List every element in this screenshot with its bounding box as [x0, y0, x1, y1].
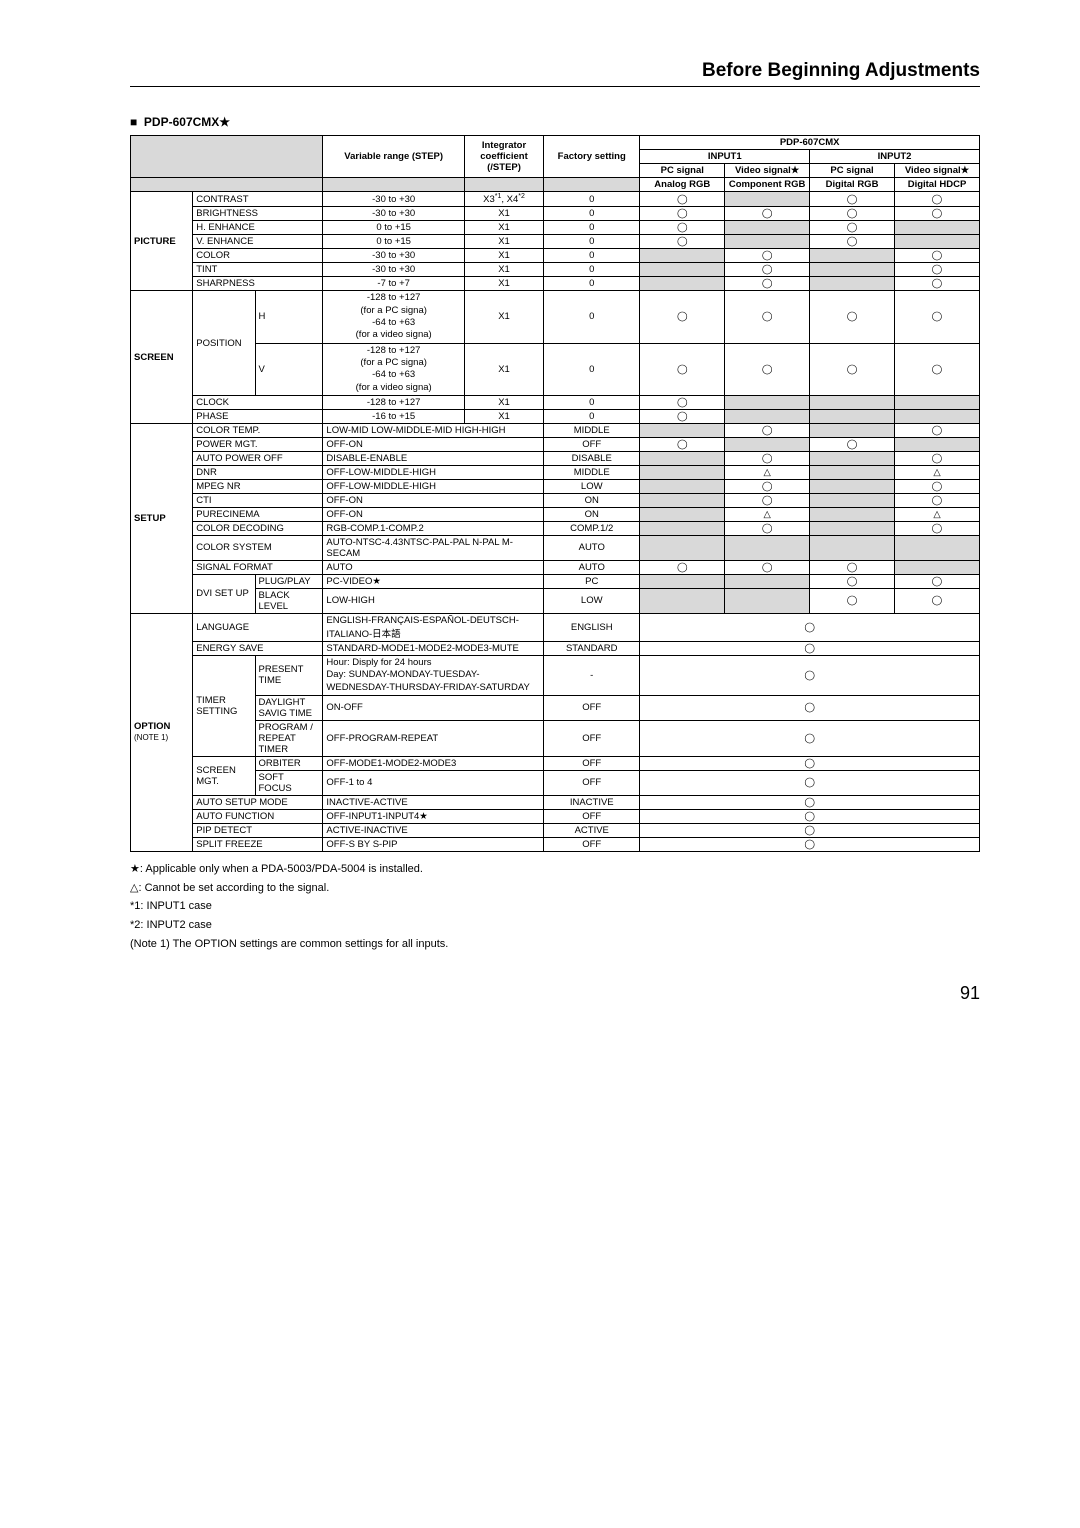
note-line: △: Cannot be set according to the signal…: [130, 879, 980, 898]
table-row: COLOR DECODINGRGB-COMP.1-COMP.2COMP.1/2 …: [131, 521, 980, 535]
table-row: SOFT FOCUSOFF-1 to 4OFF ◯: [131, 770, 980, 795]
table-row: CLOCK-128 to +127X10 ◯: [131, 395, 980, 409]
table-row: PURECINEMAOFF-ONON △△: [131, 507, 980, 521]
model-name: PDP-607CMX★: [144, 115, 230, 129]
th-digital-rgb: Digital RGB: [810, 178, 895, 192]
table-row: AUTO FUNCTIONOFF-INPUT1-INPUT4★OFF ◯: [131, 809, 980, 823]
table-row: SIGNAL FORMATAUTOAUTO ◯◯◯: [131, 560, 980, 574]
th-integrator: Integrator coefficient (/STEP): [464, 136, 543, 178]
th-component: Component RGB: [725, 178, 810, 192]
table-row: SCREEN MGT.ORBITEROFF-MODE1-MODE2-MODE3O…: [131, 756, 980, 770]
table-row: AUTO POWER OFFDISABLE-ENABLEDISABLE ◯◯: [131, 451, 980, 465]
note-line: ★: Applicable only when a PDA-5003/PDA-5…: [130, 860, 980, 879]
table-row: COLOR-30 to +30X10 ◯◯: [131, 249, 980, 263]
table-row: COLOR SYSTEMAUTO-NTSC-4.43NTSC-PAL-PAL N…: [131, 535, 980, 560]
table-row: DVI SET UPPLUG/PLAYPC-VIDEO★PC ◯◯: [131, 574, 980, 588]
table-row: MPEG NROFF-LOW-MIDDLE-HIGHLOW ◯◯: [131, 479, 980, 493]
table-row: PROGRAM / REPEAT TIMEROFF-PROGRAM-REPEAT…: [131, 720, 980, 756]
table-row: V -128 to +127(for a PC signa)-64 to +63…: [131, 343, 980, 395]
th-brand: PDP-607CMX: [640, 136, 980, 150]
table-row: SCREEN POSITION H -128 to +127(for a PC …: [131, 291, 980, 343]
model-label: ■ PDP-607CMX★: [130, 115, 980, 129]
th-analog: Analog RGB: [640, 178, 725, 192]
th-pc2: PC signal: [810, 164, 895, 178]
th-digital-hdcp: Digital HDCP: [895, 178, 980, 192]
th-vid2: Video signal★: [895, 164, 980, 178]
page-number: 91: [130, 983, 980, 1004]
notes: ★: Applicable only when a PDA-5003/PDA-5…: [130, 860, 980, 953]
th-input2: INPUT2: [810, 150, 980, 164]
table-row: PHASE-16 to +15X10 ◯: [131, 409, 980, 423]
table-row: V. ENHANCE0 to +15X10 ◯◯: [131, 235, 980, 249]
page-title: Before Beginning Adjustments: [130, 60, 980, 87]
table-row: OPTION(NOTE 1) LANGUAGEENGLISH-FRANÇAIS-…: [131, 613, 980, 641]
th-var-range: Variable range (STEP): [323, 136, 464, 178]
table-row: PICTURE CONTRAST -30 to +30 X3*1, X4*2 0…: [131, 192, 980, 207]
settings-table: Variable range (STEP) Integrator coeffic…: [130, 135, 980, 852]
table-row: ENERGY SAVESTANDARD-MODE1-MODE2-MODE3-MU…: [131, 641, 980, 655]
th-pc1: PC signal: [640, 164, 725, 178]
table-row: TINT-30 to +30X10 ◯◯: [131, 263, 980, 277]
table-row: SETUP COLOR TEMP. LOW-MID LOW-MIDDLE-MID…: [131, 423, 980, 437]
table-row: SPLIT FREEZEOFF-S BY S-PIPOFF ◯: [131, 837, 980, 851]
table-row: H. ENHANCE0 to +15X10 ◯◯: [131, 221, 980, 235]
table-row: BRIGHTNESS-30 to +30X10 ◯◯◯◯: [131, 207, 980, 221]
table-row: POWER MGT.OFF-ONOFF ◯◯: [131, 437, 980, 451]
table-row: DNROFF-LOW-MIDDLE-HIGHMIDDLE △△: [131, 465, 980, 479]
note-line: *1: INPUT1 case: [130, 897, 980, 916]
th-vid1: Video signal★: [725, 164, 810, 178]
note-line: *2: INPUT2 case: [130, 916, 980, 935]
table-row: PIP DETECTACTIVE-INACTIVEACTIVE ◯: [131, 823, 980, 837]
bullet: ■: [130, 115, 137, 129]
table-row: DAYLIGHT SAVIG TIMEON-OFFOFF ◯: [131, 695, 980, 720]
th-input1: INPUT1: [640, 150, 810, 164]
table-row: SHARPNESS-7 to +7X10 ◯◯: [131, 277, 980, 291]
table-row: BLACK LEVELLOW-HIGHLOW ◯◯: [131, 588, 980, 613]
note-line: (Note 1) The OPTION settings are common …: [130, 935, 980, 954]
th-factory: Factory setting: [544, 136, 640, 178]
table-row: AUTO SETUP MODEINACTIVE-ACTIVEINACTIVE ◯: [131, 795, 980, 809]
table-row: CTIOFF-ONON ◯◯: [131, 493, 980, 507]
table-row: TIMER SETTINGPRESENT TIME Hour: Disply f…: [131, 655, 980, 695]
